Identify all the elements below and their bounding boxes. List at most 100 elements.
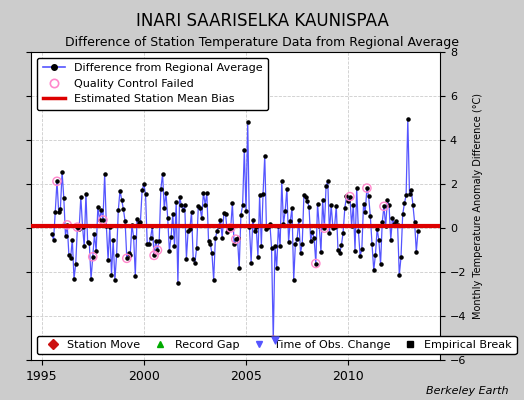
Point xyxy=(210,277,218,283)
Point xyxy=(247,259,255,266)
Point xyxy=(279,221,288,227)
Point xyxy=(354,228,363,234)
Y-axis label: Monthly Temperature Anomaly Difference (°C): Monthly Temperature Anomaly Difference (… xyxy=(473,93,483,319)
Point xyxy=(394,222,402,228)
Point xyxy=(230,241,238,247)
Legend: Station Move, Record Gap, Time of Obs. Change, Empirical Break: Station Move, Record Gap, Time of Obs. C… xyxy=(37,336,517,354)
Point xyxy=(70,276,78,282)
Point xyxy=(56,206,64,212)
Point xyxy=(83,238,92,245)
Point xyxy=(90,231,99,238)
Point xyxy=(222,211,230,218)
Point xyxy=(335,250,344,256)
Point xyxy=(182,255,191,262)
Point xyxy=(213,228,221,234)
Point xyxy=(383,197,391,204)
Point xyxy=(79,224,87,230)
Point xyxy=(297,250,305,256)
Point xyxy=(327,202,335,208)
Point xyxy=(278,178,286,184)
Point xyxy=(257,242,266,249)
Point xyxy=(351,248,359,254)
Point xyxy=(324,178,332,184)
Point xyxy=(141,191,150,198)
Point xyxy=(349,202,357,208)
Point xyxy=(320,225,329,231)
Point xyxy=(124,250,133,256)
Point xyxy=(375,237,383,243)
Point xyxy=(107,272,116,278)
Point xyxy=(361,208,369,215)
Point xyxy=(67,255,75,261)
Point xyxy=(85,240,94,246)
Point xyxy=(126,252,134,258)
Point xyxy=(332,203,341,209)
Point xyxy=(402,192,410,199)
Point xyxy=(260,152,269,159)
Point xyxy=(48,231,56,237)
Point xyxy=(358,246,366,252)
Text: INARI SAARISELKA KAUNISPAA: INARI SAARISELKA KAUNISPAA xyxy=(136,12,388,30)
Point xyxy=(363,185,371,191)
Point xyxy=(378,219,387,225)
Point xyxy=(99,217,107,223)
Point xyxy=(369,267,378,273)
Point xyxy=(325,230,334,236)
Point xyxy=(409,202,417,208)
Point xyxy=(128,221,136,228)
Point xyxy=(412,248,420,255)
Point xyxy=(216,217,225,223)
Point xyxy=(269,337,278,343)
Point xyxy=(310,235,318,242)
Point xyxy=(119,206,128,212)
Point xyxy=(218,235,226,241)
Point xyxy=(188,209,196,216)
Point xyxy=(301,194,310,200)
Point xyxy=(53,178,61,184)
Point xyxy=(232,236,240,242)
Point xyxy=(294,216,303,223)
Point xyxy=(89,254,97,260)
Point xyxy=(174,280,182,287)
Point xyxy=(143,241,151,248)
Point xyxy=(263,225,271,232)
Point xyxy=(414,228,422,234)
Point xyxy=(320,225,329,231)
Point xyxy=(82,190,90,197)
Point xyxy=(63,222,71,228)
Point xyxy=(266,220,274,227)
Point xyxy=(223,229,232,236)
Point xyxy=(400,200,409,207)
Point xyxy=(373,226,381,232)
Point xyxy=(388,215,397,221)
Point xyxy=(341,205,349,212)
Point xyxy=(123,255,131,262)
Point xyxy=(170,242,179,249)
Point xyxy=(285,239,293,245)
Point xyxy=(249,216,257,223)
Point xyxy=(256,192,264,198)
Point xyxy=(114,207,123,214)
Point xyxy=(376,261,385,268)
Point xyxy=(271,243,279,250)
Point xyxy=(281,208,289,214)
Point xyxy=(176,194,184,200)
Point xyxy=(189,256,198,262)
Point xyxy=(286,218,294,224)
Point xyxy=(201,202,210,208)
Point xyxy=(172,199,180,206)
Point xyxy=(154,247,162,253)
Point xyxy=(339,230,347,236)
Point xyxy=(342,193,351,200)
Point xyxy=(288,205,296,211)
Point xyxy=(252,224,260,231)
Point xyxy=(334,247,342,254)
Point xyxy=(89,254,97,260)
Point xyxy=(220,210,228,216)
Point xyxy=(290,277,298,284)
Point xyxy=(117,197,126,203)
Point xyxy=(283,186,291,192)
Point xyxy=(233,235,242,242)
Point xyxy=(73,224,82,230)
Point xyxy=(111,277,119,283)
